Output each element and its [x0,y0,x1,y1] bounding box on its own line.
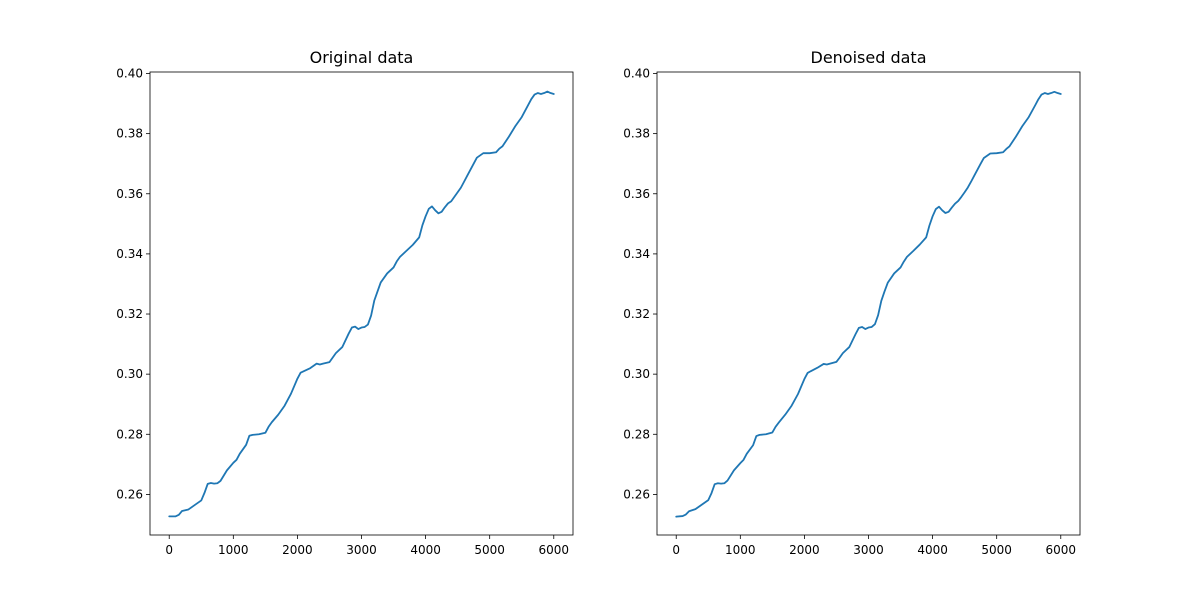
y-tick-label: 0.26 [116,487,143,501]
y-tick-label: 0.26 [623,487,650,501]
y-tick-label: 0.32 [623,307,650,321]
x-tick-label: 0 [672,543,680,557]
y-tick-label: 0.34 [116,247,143,261]
y-tick-label: 0.28 [623,427,650,441]
chart-denoised: 0 1000 2000 3000 4000 5000 6000 0.260.280.300.… [623,48,1081,557]
y-axis-ticks: 0.26 0.28 0.30 0.32 0.34 0.36 0.38 0.40 [623,67,657,501]
series-line-0 [675,90,1062,518]
y-axis-ticks: 0.26 0.28 0.30 0.32 0.34 0.36 0.38 0.40 [116,67,150,501]
x-tick-label: 0 [165,543,173,557]
y-tick-label: 0.36 [116,187,143,201]
series-line-0 [168,90,555,518]
y-tick-label: 0.30 [116,367,143,381]
chart-title: Original data [310,48,414,67]
x-tick-label: 1000 [218,543,249,557]
line-layer [168,90,555,518]
y-tick-label: 0.28 [116,427,143,441]
y-tick-label: 0.40 [623,67,650,81]
chart-title: Denoised data [811,48,927,67]
line-layer [675,90,1062,518]
y-tick-label: 0.36 [623,187,650,201]
plot-frame [149,71,574,536]
y-tick-label: 0.34 [623,247,650,261]
y-tick-label: 0.38 [116,127,143,141]
x-tick-label: 6000 [538,543,569,557]
x-tick-label: 5000 [981,543,1012,557]
x-tick-label: 6000 [1045,543,1076,557]
x-tick-label: 3000 [346,543,377,557]
x-tick-label: 4000 [917,543,948,557]
y-tick-label: 0.32 [116,307,143,321]
x-tick-label: 2000 [282,543,313,557]
x-tick-label: 4000 [410,543,441,557]
chart-original: 0 1000 2000 3000 4000 5000 6000 0.260.280.300.… [116,48,574,557]
x-tick-label: 5000 [474,543,505,557]
x-tick-label: 2000 [789,543,820,557]
x-tick-label: 1000 [725,543,756,557]
x-tick-label: 3000 [853,543,884,557]
x-axis-ticks: 0 1000 2000 3000 4000 5000 6000 [672,535,1076,557]
x-axis-ticks: 0 1000 2000 3000 4000 5000 6000 [165,535,569,557]
y-tick-label: 0.40 [116,67,143,81]
y-tick-label: 0.30 [623,367,650,381]
y-tick-label: 0.38 [623,127,650,141]
plot-frame [656,71,1081,536]
